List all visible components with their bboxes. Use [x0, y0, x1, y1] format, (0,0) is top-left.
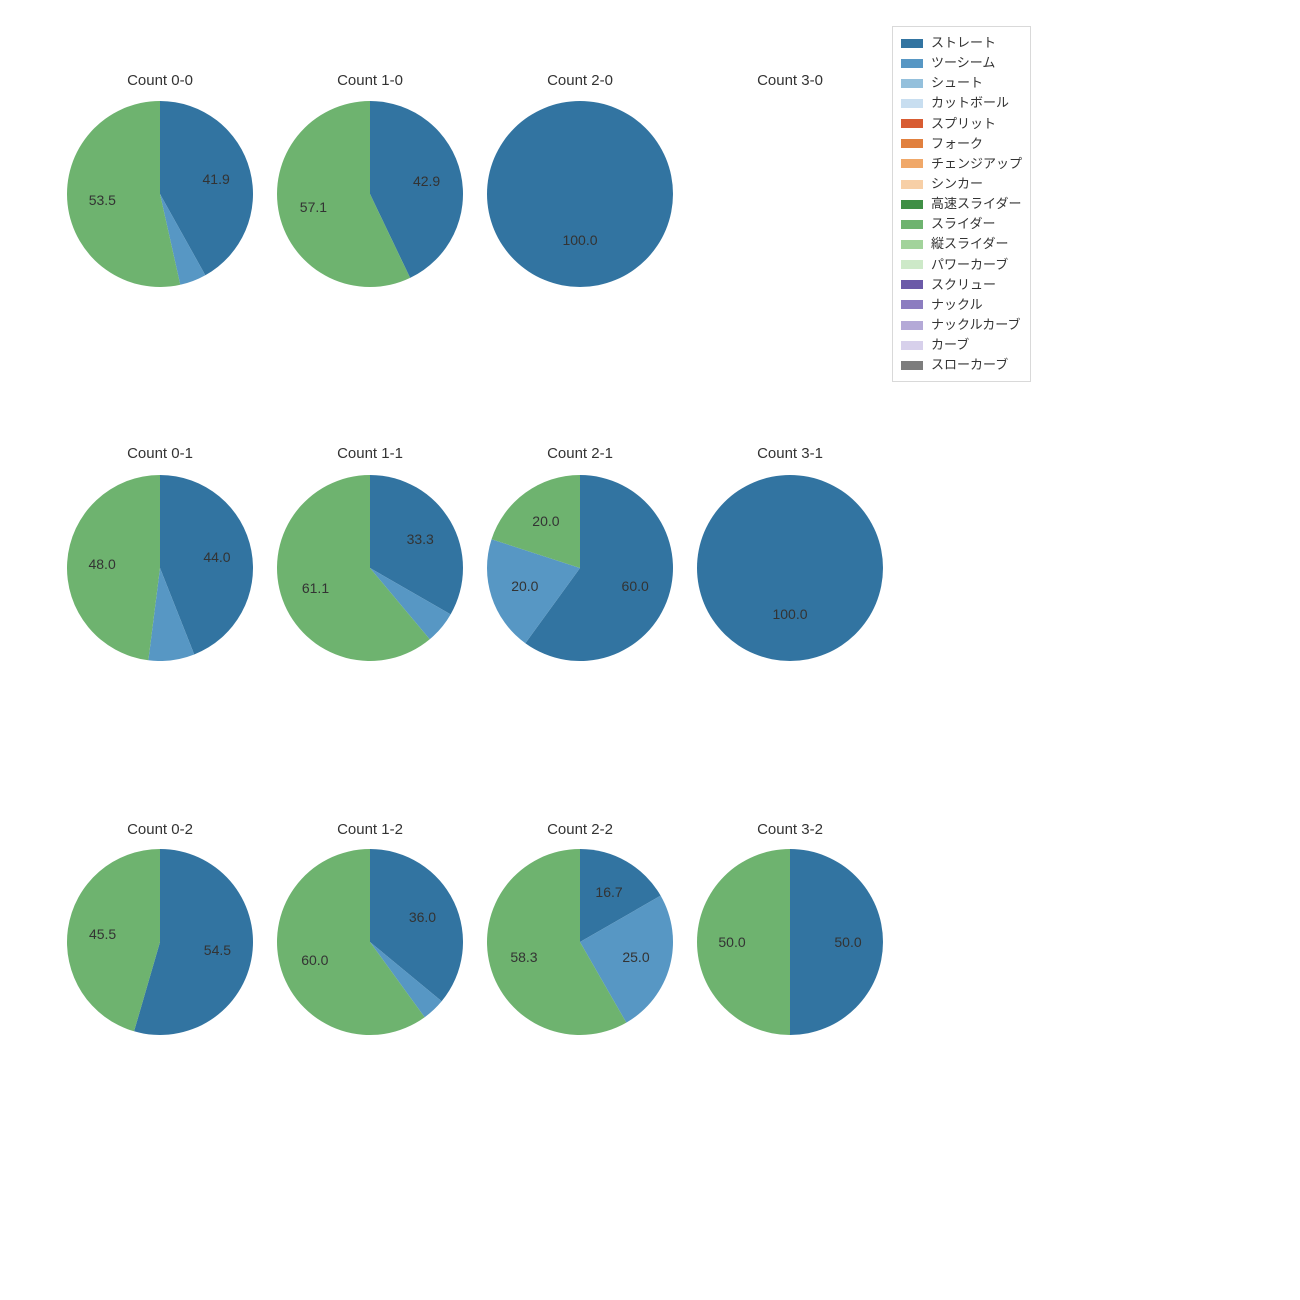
legend-item: スプリット: [901, 114, 1022, 134]
legend-swatch: [901, 180, 923, 189]
legend-swatch: [901, 139, 923, 148]
legend-swatch: [901, 159, 923, 168]
legend-item: シュート: [901, 73, 1022, 93]
legend-label: スクリュー: [931, 275, 996, 295]
legend-label: シュート: [931, 73, 983, 93]
legend-label: パワーカーブ: [931, 255, 1008, 275]
pie-title: Count 2-0: [475, 72, 685, 89]
legend-item: ナックルカーブ: [901, 315, 1022, 335]
slice-label: 50.0: [834, 934, 861, 950]
slice-label: 45.5: [89, 926, 116, 942]
legend-item: チェンジアップ: [901, 154, 1022, 174]
pie-title: Count 3-1: [685, 445, 895, 462]
pie-title: Count 3-2: [685, 821, 895, 838]
legend-label: カットボール: [931, 93, 1009, 113]
legend-swatch: [901, 59, 923, 68]
legend-swatch: [901, 200, 923, 209]
pie-title: Count 1-0: [265, 72, 475, 89]
legend-swatch: [901, 260, 923, 269]
legend-item: スライダー: [901, 214, 1022, 234]
pie-title: Count 1-1: [265, 445, 475, 462]
legend-label: スローカーブ: [931, 355, 1008, 375]
slice-label: 60.0: [301, 952, 328, 968]
pie-chart: [487, 849, 673, 1035]
slice-label: 48.0: [88, 556, 115, 572]
slice-label: 61.1: [302, 580, 329, 596]
pie-chart: [277, 849, 463, 1035]
slice-label: 58.3: [510, 949, 537, 965]
legend-label: 高速スライダー: [931, 194, 1021, 214]
slice-label: 100.0: [772, 606, 807, 622]
legend-swatch: [901, 341, 923, 350]
slice-label: 41.9: [203, 171, 230, 187]
legend-item: ツーシーム: [901, 53, 1022, 73]
pie-chart: [277, 101, 463, 287]
legend-label: カーブ: [931, 335, 969, 355]
pie-chart: [277, 475, 463, 661]
pie-title: Count 0-0: [55, 72, 265, 89]
pie-chart: [487, 101, 673, 287]
slice-label: 100.0: [562, 232, 597, 248]
pie-title: Count 0-2: [55, 821, 265, 838]
legend-label: ストレート: [931, 33, 996, 53]
legend-swatch: [901, 99, 923, 108]
legend-label: ナックル: [931, 295, 983, 315]
slice-label: 33.3: [407, 531, 434, 547]
legend-item: カットボール: [901, 93, 1022, 113]
legend-swatch: [901, 39, 923, 48]
legend-item: 縦スライダー: [901, 234, 1022, 254]
slice-label: 50.0: [718, 934, 745, 950]
pie-chart: [487, 475, 673, 661]
legend-swatch: [901, 240, 923, 249]
slice-label: 53.5: [89, 192, 116, 208]
legend-label: シンカー: [931, 174, 983, 194]
chart-grid: Count 0-0 41.9 53.5 Count 1-0 42.9 57.1 Count …: [0, 0, 1300, 1300]
legend: ストレートツーシームシュートカットボールスプリットフォークチェンジアップシンカー…: [892, 26, 1031, 382]
legend-item: カーブ: [901, 335, 1022, 355]
slice-label: 20.0: [532, 513, 559, 529]
slice-label: 44.0: [203, 549, 230, 565]
pie-title: Count 3-0: [685, 72, 895, 89]
legend-label: ナックルカーブ: [931, 315, 1020, 335]
legend-swatch: [901, 280, 923, 289]
legend-label: チェンジアップ: [931, 154, 1022, 174]
legend-label: ツーシーム: [931, 53, 995, 73]
legend-swatch: [901, 300, 923, 309]
legend-item: パワーカーブ: [901, 255, 1022, 275]
legend-swatch: [901, 119, 923, 128]
slice-label: 54.5: [204, 942, 231, 958]
legend-item: シンカー: [901, 174, 1022, 194]
pie-chart: [697, 475, 883, 661]
slice-label: 20.0: [511, 578, 538, 594]
slice-label: 42.9: [413, 173, 440, 189]
pie-title: Count 1-2: [265, 821, 475, 838]
legend-item: スローカーブ: [901, 355, 1022, 375]
legend-label: フォーク: [931, 134, 983, 154]
legend-item: ナックル: [901, 295, 1022, 315]
pie-title: Count 2-1: [475, 445, 685, 462]
slice-label: 60.0: [622, 578, 649, 594]
slice-label: 25.0: [622, 949, 649, 965]
slice-label: 36.0: [409, 909, 436, 925]
legend-item: ストレート: [901, 33, 1022, 53]
legend-swatch: [901, 79, 923, 88]
legend-swatch: [901, 220, 923, 229]
legend-item: スクリュー: [901, 275, 1022, 295]
slice-label: 16.7: [595, 884, 622, 900]
pie-title: Count 2-2: [475, 821, 685, 838]
legend-label: スプリット: [931, 114, 996, 134]
slice-label: 57.1: [300, 199, 327, 215]
legend-item: 高速スライダー: [901, 194, 1022, 214]
legend-label: 縦スライダー: [931, 234, 1008, 254]
legend-item: フォーク: [901, 134, 1022, 154]
legend-swatch: [901, 361, 923, 370]
legend-swatch: [901, 321, 923, 330]
pie-title: Count 0-1: [55, 445, 265, 462]
legend-label: スライダー: [931, 214, 995, 234]
